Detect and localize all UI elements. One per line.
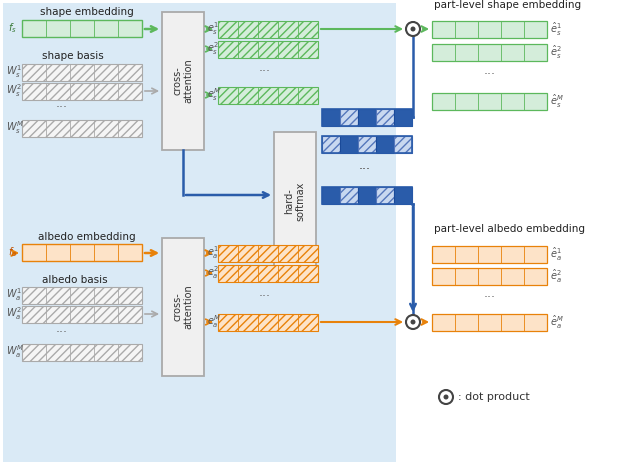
Bar <box>322 136 412 153</box>
Bar <box>340 187 358 204</box>
Text: $f_s$: $f_s$ <box>8 21 17 35</box>
Text: ···: ··· <box>259 66 271 79</box>
Text: hard-
softmax: hard- softmax <box>284 181 306 221</box>
Text: ···: ··· <box>359 164 371 177</box>
Bar <box>322 109 412 126</box>
Bar <box>3 3 396 462</box>
Bar <box>394 187 412 204</box>
Text: cross-
attention: cross- attention <box>172 285 194 329</box>
Bar <box>22 64 142 81</box>
Circle shape <box>439 390 453 404</box>
Text: $W_a^M$: $W_a^M$ <box>6 344 24 360</box>
Circle shape <box>406 22 420 36</box>
Bar <box>432 21 547 38</box>
Text: $\hat{e}_s^2$: $\hat{e}_s^2$ <box>550 43 562 60</box>
Text: $f_a$: $f_a$ <box>8 245 17 259</box>
Text: $W_a^1$: $W_a^1$ <box>6 286 22 303</box>
Bar <box>162 238 204 376</box>
Text: ···: ··· <box>56 101 68 114</box>
Text: cross-
attention: cross- attention <box>172 59 194 103</box>
Bar <box>22 244 142 261</box>
Bar <box>432 44 547 61</box>
Bar <box>218 314 318 331</box>
Bar <box>322 136 340 153</box>
Bar <box>340 109 358 126</box>
Bar <box>394 136 412 153</box>
Bar <box>22 83 142 100</box>
Text: $W_s^M$: $W_s^M$ <box>6 120 24 136</box>
Bar <box>22 306 142 323</box>
Text: albedo embedding: albedo embedding <box>38 232 136 242</box>
Text: shape embedding: shape embedding <box>40 7 134 17</box>
Bar <box>22 120 142 137</box>
Bar <box>340 136 358 153</box>
Circle shape <box>410 27 415 32</box>
Text: $W_s^1$: $W_s^1$ <box>6 64 22 80</box>
Text: albedo basis: albedo basis <box>42 275 108 285</box>
Text: $e_s^2$: $e_s^2$ <box>207 40 219 57</box>
Text: $\hat{e}_s^1$: $\hat{e}_s^1$ <box>550 20 562 38</box>
Text: ···: ··· <box>484 68 496 81</box>
Bar <box>218 21 318 38</box>
Text: $\hat{e}_a^M$: $\hat{e}_a^M$ <box>550 313 564 331</box>
Text: ···: ··· <box>484 292 496 305</box>
Bar <box>218 245 318 262</box>
Bar <box>274 132 316 270</box>
Bar <box>322 187 412 204</box>
Text: ···: ··· <box>259 291 271 304</box>
Text: : dot product: : dot product <box>458 392 530 402</box>
Circle shape <box>406 315 420 329</box>
Bar <box>22 287 142 304</box>
Bar <box>376 187 394 204</box>
Text: $W_s^2$: $W_s^2$ <box>6 83 22 100</box>
Text: part-level shape embedding: part-level shape embedding <box>434 0 581 10</box>
Text: shape basis: shape basis <box>42 51 104 61</box>
Text: $\hat{e}_a^2$: $\hat{e}_a^2$ <box>550 267 562 285</box>
Text: $\hat{e}_a^1$: $\hat{e}_a^1$ <box>550 246 562 263</box>
Text: $e_a^M$: $e_a^M$ <box>207 313 221 331</box>
Bar <box>322 109 340 126</box>
Bar <box>218 87 318 104</box>
Text: ···: ··· <box>56 326 68 339</box>
Bar <box>432 268 547 285</box>
Circle shape <box>444 394 449 399</box>
Bar <box>218 265 318 282</box>
Bar <box>162 12 204 150</box>
Text: $e_s^M$: $e_s^M$ <box>207 86 221 103</box>
Bar <box>218 41 318 58</box>
Text: $e_a^1$: $e_a^1$ <box>207 245 219 261</box>
Bar <box>358 187 376 204</box>
Text: part-level albedo embedding: part-level albedo embedding <box>434 224 585 234</box>
Bar <box>432 246 547 263</box>
Bar <box>376 109 394 126</box>
Text: $\hat{e}_s^M$: $\hat{e}_s^M$ <box>550 93 564 110</box>
Bar <box>322 187 340 204</box>
Text: ···: ··· <box>359 164 371 177</box>
Text: $e_s^1$: $e_s^1$ <box>207 20 219 37</box>
Bar <box>432 93 547 110</box>
Bar <box>376 136 394 153</box>
Bar <box>394 109 412 126</box>
Bar <box>22 344 142 361</box>
Bar <box>22 20 142 37</box>
Bar <box>358 109 376 126</box>
Circle shape <box>410 319 415 325</box>
Bar <box>432 314 547 331</box>
Text: $e_a^2$: $e_a^2$ <box>207 265 219 281</box>
Bar <box>358 136 376 153</box>
Text: $W_a^2$: $W_a^2$ <box>6 306 22 322</box>
